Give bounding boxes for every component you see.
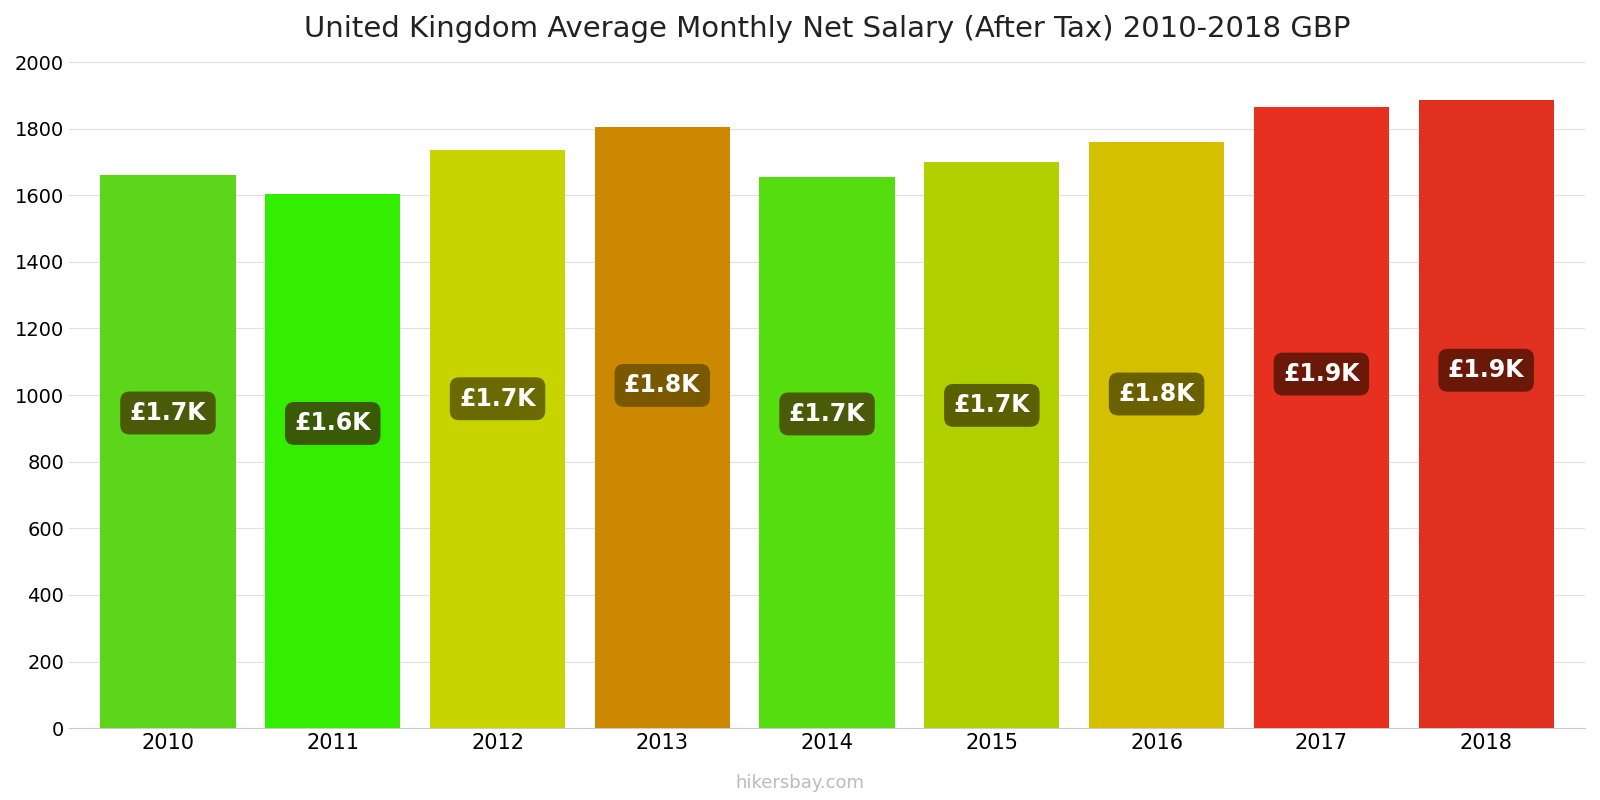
Bar xyxy=(925,162,1059,728)
Text: £1.8K: £1.8K xyxy=(624,374,701,398)
Text: £1.7K: £1.7K xyxy=(789,402,866,426)
Text: £1.6K: £1.6K xyxy=(294,411,371,435)
Bar xyxy=(760,177,894,728)
Bar xyxy=(1419,100,1554,728)
Bar xyxy=(430,150,565,728)
Text: £1.7K: £1.7K xyxy=(954,394,1030,418)
Text: £1.7K: £1.7K xyxy=(459,386,536,410)
Bar xyxy=(1090,142,1224,728)
Text: £1.9K: £1.9K xyxy=(1448,358,1525,382)
Text: hikersbay.com: hikersbay.com xyxy=(736,774,864,792)
Text: £1.8K: £1.8K xyxy=(1118,382,1195,406)
Text: £1.7K: £1.7K xyxy=(130,401,206,425)
Bar xyxy=(101,175,235,728)
Title: United Kingdom Average Monthly Net Salary (After Tax) 2010-2018 GBP: United Kingdom Average Monthly Net Salar… xyxy=(304,15,1350,43)
Bar xyxy=(266,194,400,728)
Bar xyxy=(595,127,730,728)
Text: £1.9K: £1.9K xyxy=(1283,362,1360,386)
Bar xyxy=(1254,107,1389,728)
